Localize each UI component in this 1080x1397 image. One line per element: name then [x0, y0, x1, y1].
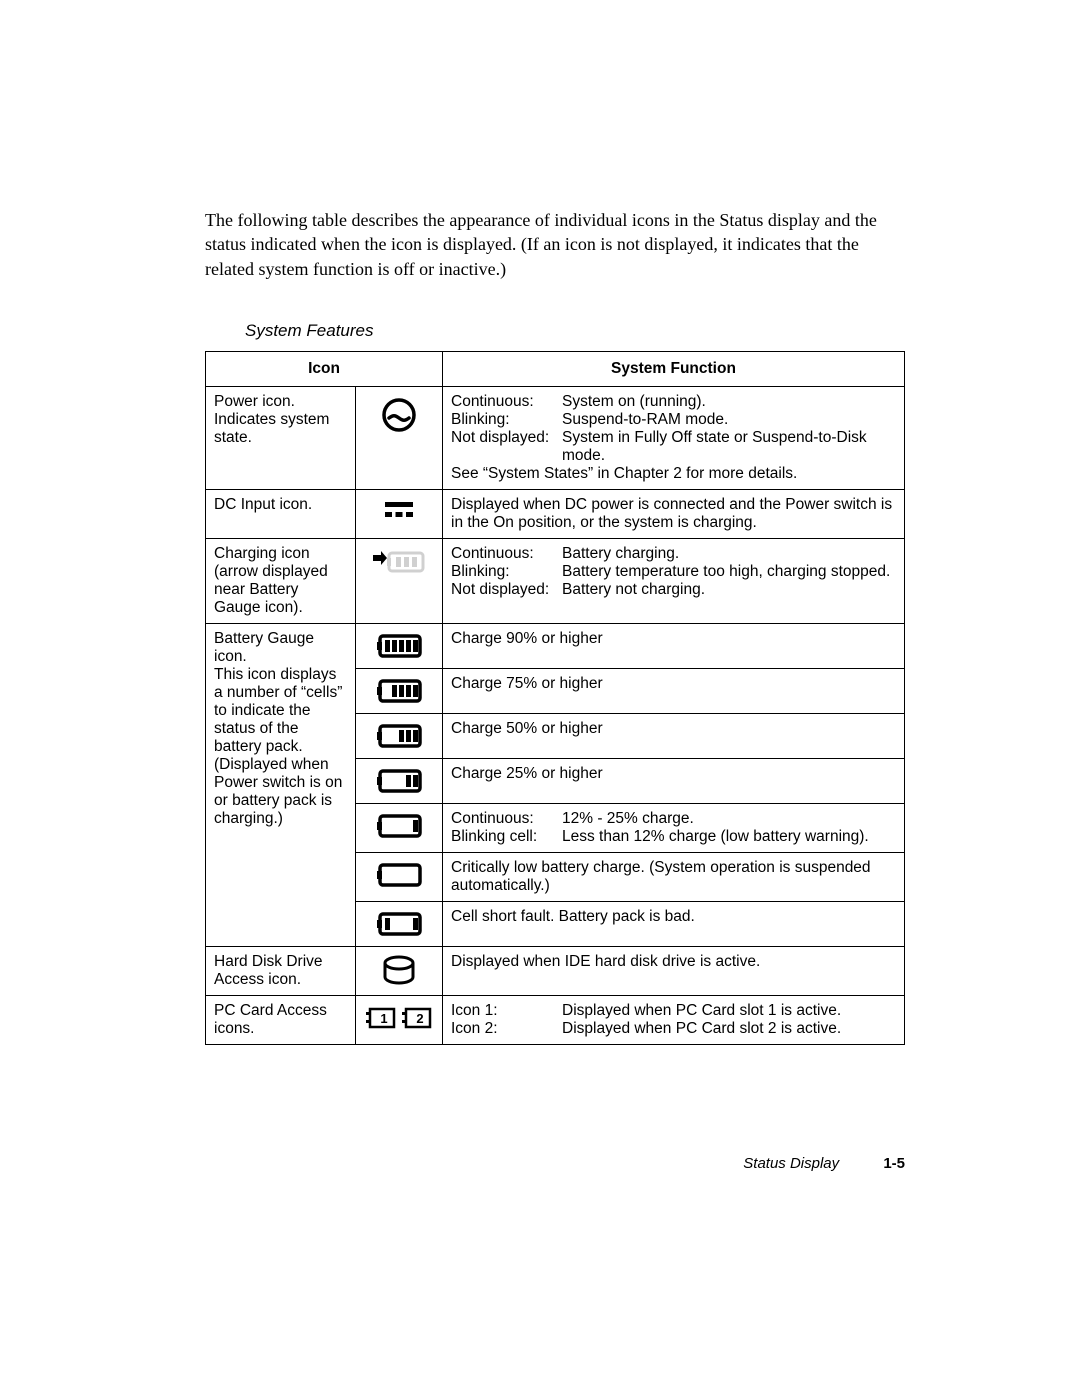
battery-low-icon [356, 803, 443, 852]
footer-page-number: 1-5 [883, 1155, 905, 1172]
page-footer: Status Display 1-5 [205, 1155, 905, 1172]
power-icon [356, 386, 443, 489]
battery-90-text: Charge 90% or higher [443, 623, 905, 668]
table-row: DC Input icon. Displayed when DC power i… [206, 489, 905, 538]
hdd-function: Displayed when IDE hard disk drive is ac… [443, 946, 905, 995]
battery-75-icon [356, 668, 443, 713]
footer-title: Status Display [743, 1155, 839, 1172]
section-title: System Features [245, 321, 905, 341]
battery-fault-icon [356, 901, 443, 946]
header-function: System Function [443, 351, 905, 386]
dc-input-icon [356, 489, 443, 538]
charging-function: Continuous:Battery charging. Blinking:Ba… [443, 538, 905, 623]
header-icon: Icon [206, 351, 443, 386]
battery-fault-text: Cell short fault. Battery pack is bad. [443, 901, 905, 946]
charging-icon [356, 538, 443, 623]
power-desc: Power icon. Indicates system state. [206, 386, 356, 489]
table-row: PC Card Access icons. 1 2 Icon 1:Displa [206, 995, 905, 1044]
pc-card-icon: 1 2 [356, 995, 443, 1044]
table-row: Battery Gauge icon. This icon displays a… [206, 623, 905, 668]
status-icons-table: Icon System Function Power icon. Indicat… [205, 351, 905, 1045]
table-row: Hard Disk Drive Access icon. Displayed w… [206, 946, 905, 995]
hdd-desc: Hard Disk Drive Access icon. [206, 946, 356, 995]
dc-function: Displayed when DC power is connected and… [443, 489, 905, 538]
power-function: Continuous:System on (running). Blinking… [443, 386, 905, 489]
battery-25-text: Charge 25% or higher [443, 758, 905, 803]
battery-75-text: Charge 75% or higher [443, 668, 905, 713]
table-row: Charging icon (arrow displayed near Batt… [206, 538, 905, 623]
pccard-function: Icon 1:Displayed when PC Card slot 1 is … [443, 995, 905, 1044]
dc-desc: DC Input icon. [206, 489, 356, 538]
pccard-desc: PC Card Access icons. [206, 995, 356, 1044]
svg-text:2: 2 [416, 1011, 423, 1026]
battery-50-icon [356, 713, 443, 758]
battery-90-icon [356, 623, 443, 668]
charging-desc: Charging icon (arrow displayed near Batt… [206, 538, 356, 623]
hdd-icon [356, 946, 443, 995]
battery-low-text: Continuous:12% - 25% charge. Blinking ce… [443, 803, 905, 852]
intro-text: The following table describes the appear… [205, 208, 905, 281]
battery-50-text: Charge 50% or higher [443, 713, 905, 758]
svg-text:1: 1 [380, 1011, 387, 1026]
battery-critical-text: Critically low battery charge. (System o… [443, 852, 905, 901]
battery-critical-icon [356, 852, 443, 901]
battery-desc: Battery Gauge icon. This icon displays a… [206, 623, 356, 946]
table-row: Power icon. Indicates system state. Cont… [206, 386, 905, 489]
battery-25-icon [356, 758, 443, 803]
